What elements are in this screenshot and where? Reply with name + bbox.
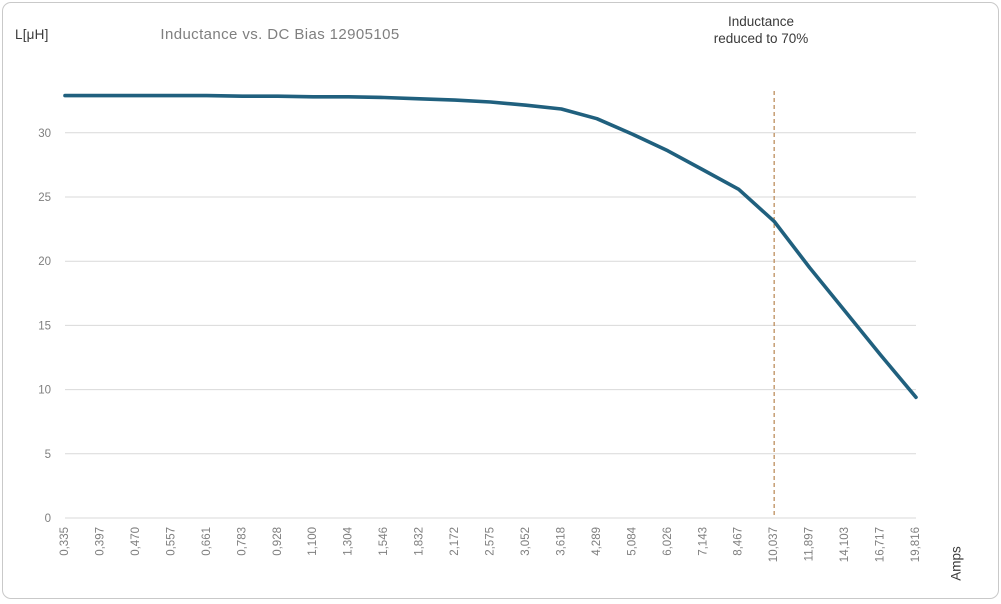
- x-tick-label-1: 0,397: [94, 527, 106, 556]
- x-tick-label-10: 1,832: [414, 527, 426, 556]
- x-tick-label-12: 2,575: [485, 527, 497, 556]
- x-tick-label-8: 1,304: [343, 526, 355, 555]
- x-tick-label-7: 1,100: [307, 527, 319, 556]
- x-tick-label-0: 0,335: [59, 527, 71, 556]
- x-tick-label-3: 0,557: [165, 527, 177, 556]
- x-tick-label-2: 0,470: [130, 527, 142, 556]
- inductance-line-chart: 0 5 10 15 20 25 30 0,335 0,397 0,470 0,557 0,661 0,7…: [38, 91, 922, 562]
- x-tick-label-23: 16,717: [875, 527, 887, 562]
- x-tick-label-18: 7,143: [697, 527, 709, 556]
- x-tick-label-6: 0,928: [272, 527, 284, 556]
- y-tick-label-5: 5: [45, 449, 51, 461]
- x-tick-label-15: 4,289: [591, 527, 603, 556]
- chart-title: Inductance vs. DC Bias 12905105: [160, 26, 400, 43]
- x-tick-label-19: 8,467: [733, 527, 745, 556]
- y-tick-label-10: 10: [38, 385, 51, 397]
- x-tick-label-11: 2,172: [449, 527, 461, 556]
- x-tick-label-13: 3,052: [520, 527, 532, 556]
- y-axis-title: L[μH]: [15, 27, 49, 42]
- x-tick-label-21: 11,897: [804, 527, 816, 561]
- y-tick-label-15: 15: [38, 320, 51, 332]
- reference-line-annotation: Inductance reduced to 70%: [673, 13, 849, 47]
- x-tick-label-20: 10,037: [768, 527, 780, 562]
- inductance-curve: [63, 93, 918, 400]
- y-tick-label-25: 25: [38, 192, 51, 204]
- x-axis-title: Amps: [948, 546, 964, 581]
- y-tick-label-0: 0: [45, 513, 51, 525]
- x-tick-label-4: 0,661: [201, 527, 213, 556]
- annotation-line-2: reduced to 70%: [713, 31, 809, 46]
- x-tick-label-24: 19,816: [910, 527, 922, 562]
- x-tick-label-16: 5,084: [626, 526, 638, 555]
- x-tick-label-9: 1,546: [378, 527, 390, 556]
- x-tick-label-14: 3,618: [555, 527, 567, 556]
- y-tick-label-20: 20: [38, 256, 51, 268]
- x-tick-label-17: 6,026: [662, 527, 674, 556]
- x-tick-label-5: 0,783: [236, 527, 248, 556]
- y-tick-label-30: 30: [38, 128, 51, 140]
- annotation-line-1: Inductance: [727, 14, 795, 29]
- x-tick-label-22: 14,103: [839, 527, 851, 562]
